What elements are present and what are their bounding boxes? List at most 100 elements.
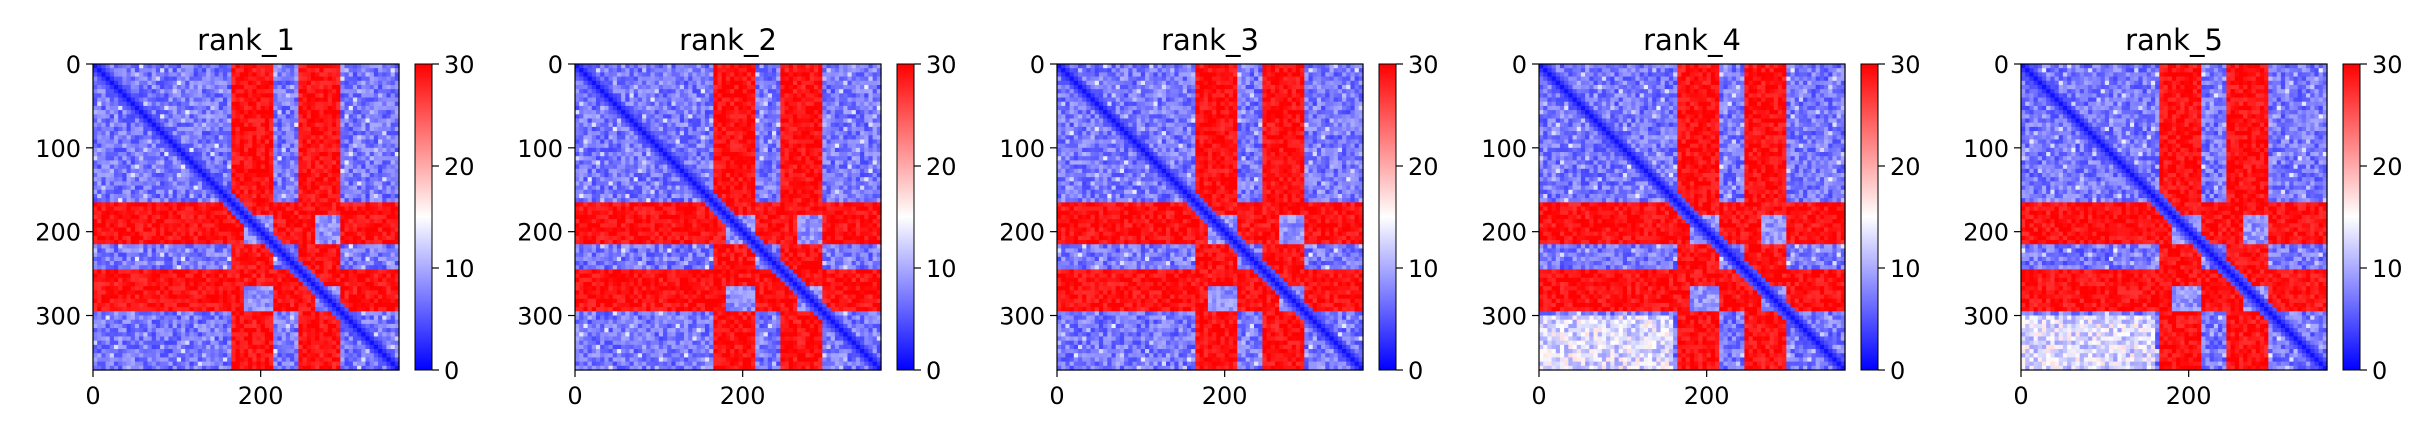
heatmap-cell	[101, 236, 106, 241]
heatmap-cell	[240, 64, 245, 69]
heatmap-cell	[223, 198, 228, 203]
heatmap-cell	[353, 320, 358, 325]
heatmap-cell	[143, 68, 148, 73]
heatmap-cell	[147, 169, 152, 174]
heatmap-cell	[336, 324, 341, 329]
heatmap-cell	[378, 85, 383, 90]
heatmap-cell	[219, 316, 224, 321]
heatmap-cell	[122, 248, 127, 253]
heatmap-cell	[152, 173, 157, 178]
heatmap-cell	[357, 165, 362, 170]
heatmap-cell	[361, 316, 366, 321]
heatmap-cell	[319, 265, 324, 270]
heatmap-cell	[181, 177, 186, 182]
heatmap-cell	[345, 77, 350, 82]
heatmap-cell	[290, 244, 295, 249]
heatmap-cell	[370, 148, 375, 153]
heatmap-cell	[223, 72, 228, 77]
heatmap-cell	[147, 160, 152, 165]
heatmap-cell	[122, 98, 127, 103]
heatmap-cell	[147, 177, 152, 182]
heatmap-cell	[160, 274, 165, 279]
heatmap-cell	[106, 207, 111, 212]
heatmap-cell	[131, 336, 136, 341]
heatmap-cell	[349, 320, 354, 325]
heatmap-cell	[131, 274, 136, 279]
heatmap-cell	[370, 77, 375, 82]
heatmap-cell	[122, 286, 127, 291]
heatmap-cell	[173, 324, 178, 329]
heatmap-cell	[269, 181, 274, 186]
heatmap-cell	[294, 148, 299, 153]
heatmap-cell	[370, 64, 375, 69]
heatmap-cell	[181, 295, 186, 300]
heatmap-cell	[110, 349, 115, 354]
heatmap-cell	[194, 169, 199, 174]
heatmap-cell	[332, 169, 337, 174]
heatmap-cell	[286, 290, 291, 295]
heatmap-cell	[106, 328, 111, 333]
heatmap-cell	[194, 77, 199, 82]
heatmap-cell	[303, 181, 308, 186]
heatmap-cell	[294, 290, 299, 295]
heatmap-cell	[236, 72, 241, 77]
heatmap-cell	[382, 299, 387, 304]
heatmap-cell	[315, 286, 320, 291]
heatmap-cell	[282, 186, 287, 191]
heatmap-cell	[349, 303, 354, 308]
heatmap-cell	[261, 207, 266, 212]
heatmap-cell	[324, 160, 329, 165]
heatmap-cell	[164, 98, 169, 103]
heatmap-cell	[290, 177, 295, 182]
heatmap-cell	[231, 89, 236, 94]
heatmap-cell	[173, 181, 178, 186]
heatmap-cell	[160, 257, 165, 262]
heatmap-cell	[131, 198, 136, 203]
heatmap-cell	[345, 186, 350, 191]
heatmap-cell	[328, 328, 333, 333]
heatmap-cell	[244, 282, 249, 287]
heatmap-cell	[294, 85, 299, 90]
heatmap-cell	[370, 177, 375, 182]
heatmap-cell	[231, 148, 236, 153]
heatmap-cell	[370, 127, 375, 132]
heatmap-cell	[160, 269, 165, 274]
heatmap-cell	[135, 299, 140, 304]
heatmap-cell	[114, 253, 119, 258]
heatmap-cell	[315, 165, 320, 170]
heatmap-cell	[290, 286, 295, 291]
heatmap-cell	[106, 77, 111, 82]
heatmap-cell	[357, 227, 362, 232]
heatmap-cell	[328, 303, 333, 308]
heatmap-cell	[307, 328, 312, 333]
heatmap-cell	[181, 118, 186, 123]
heatmap-cell	[101, 156, 106, 161]
heatmap-cell	[332, 81, 337, 86]
heatmap-cell	[106, 232, 111, 237]
heatmap-cell	[307, 181, 312, 186]
heatmap-cell	[139, 286, 144, 291]
heatmap-cell	[261, 77, 266, 82]
heatmap-cell	[353, 148, 358, 153]
heatmap-cell	[185, 282, 190, 287]
heatmap-cell	[282, 261, 287, 266]
heatmap-cell	[332, 215, 337, 220]
heatmap-cell	[106, 320, 111, 325]
heatmap-cell	[248, 341, 253, 346]
heatmap-cell	[256, 207, 261, 212]
heatmap-cell	[127, 202, 132, 207]
heatmap-cell	[93, 85, 98, 90]
heatmap-cell	[168, 64, 173, 69]
heatmap-cell	[240, 186, 245, 191]
heatmap-cell	[236, 127, 241, 132]
heatmap-cell	[370, 257, 375, 262]
heatmap-cell	[386, 114, 391, 119]
heatmap-cell	[110, 265, 115, 270]
heatmap-cell	[215, 236, 220, 241]
heatmap-cell	[353, 114, 358, 119]
heatmap-cell	[185, 307, 190, 312]
heatmap-cell	[202, 316, 207, 321]
heatmap-cell	[227, 165, 232, 170]
heatmap-cell	[340, 64, 345, 69]
heatmap-cell	[118, 227, 123, 232]
